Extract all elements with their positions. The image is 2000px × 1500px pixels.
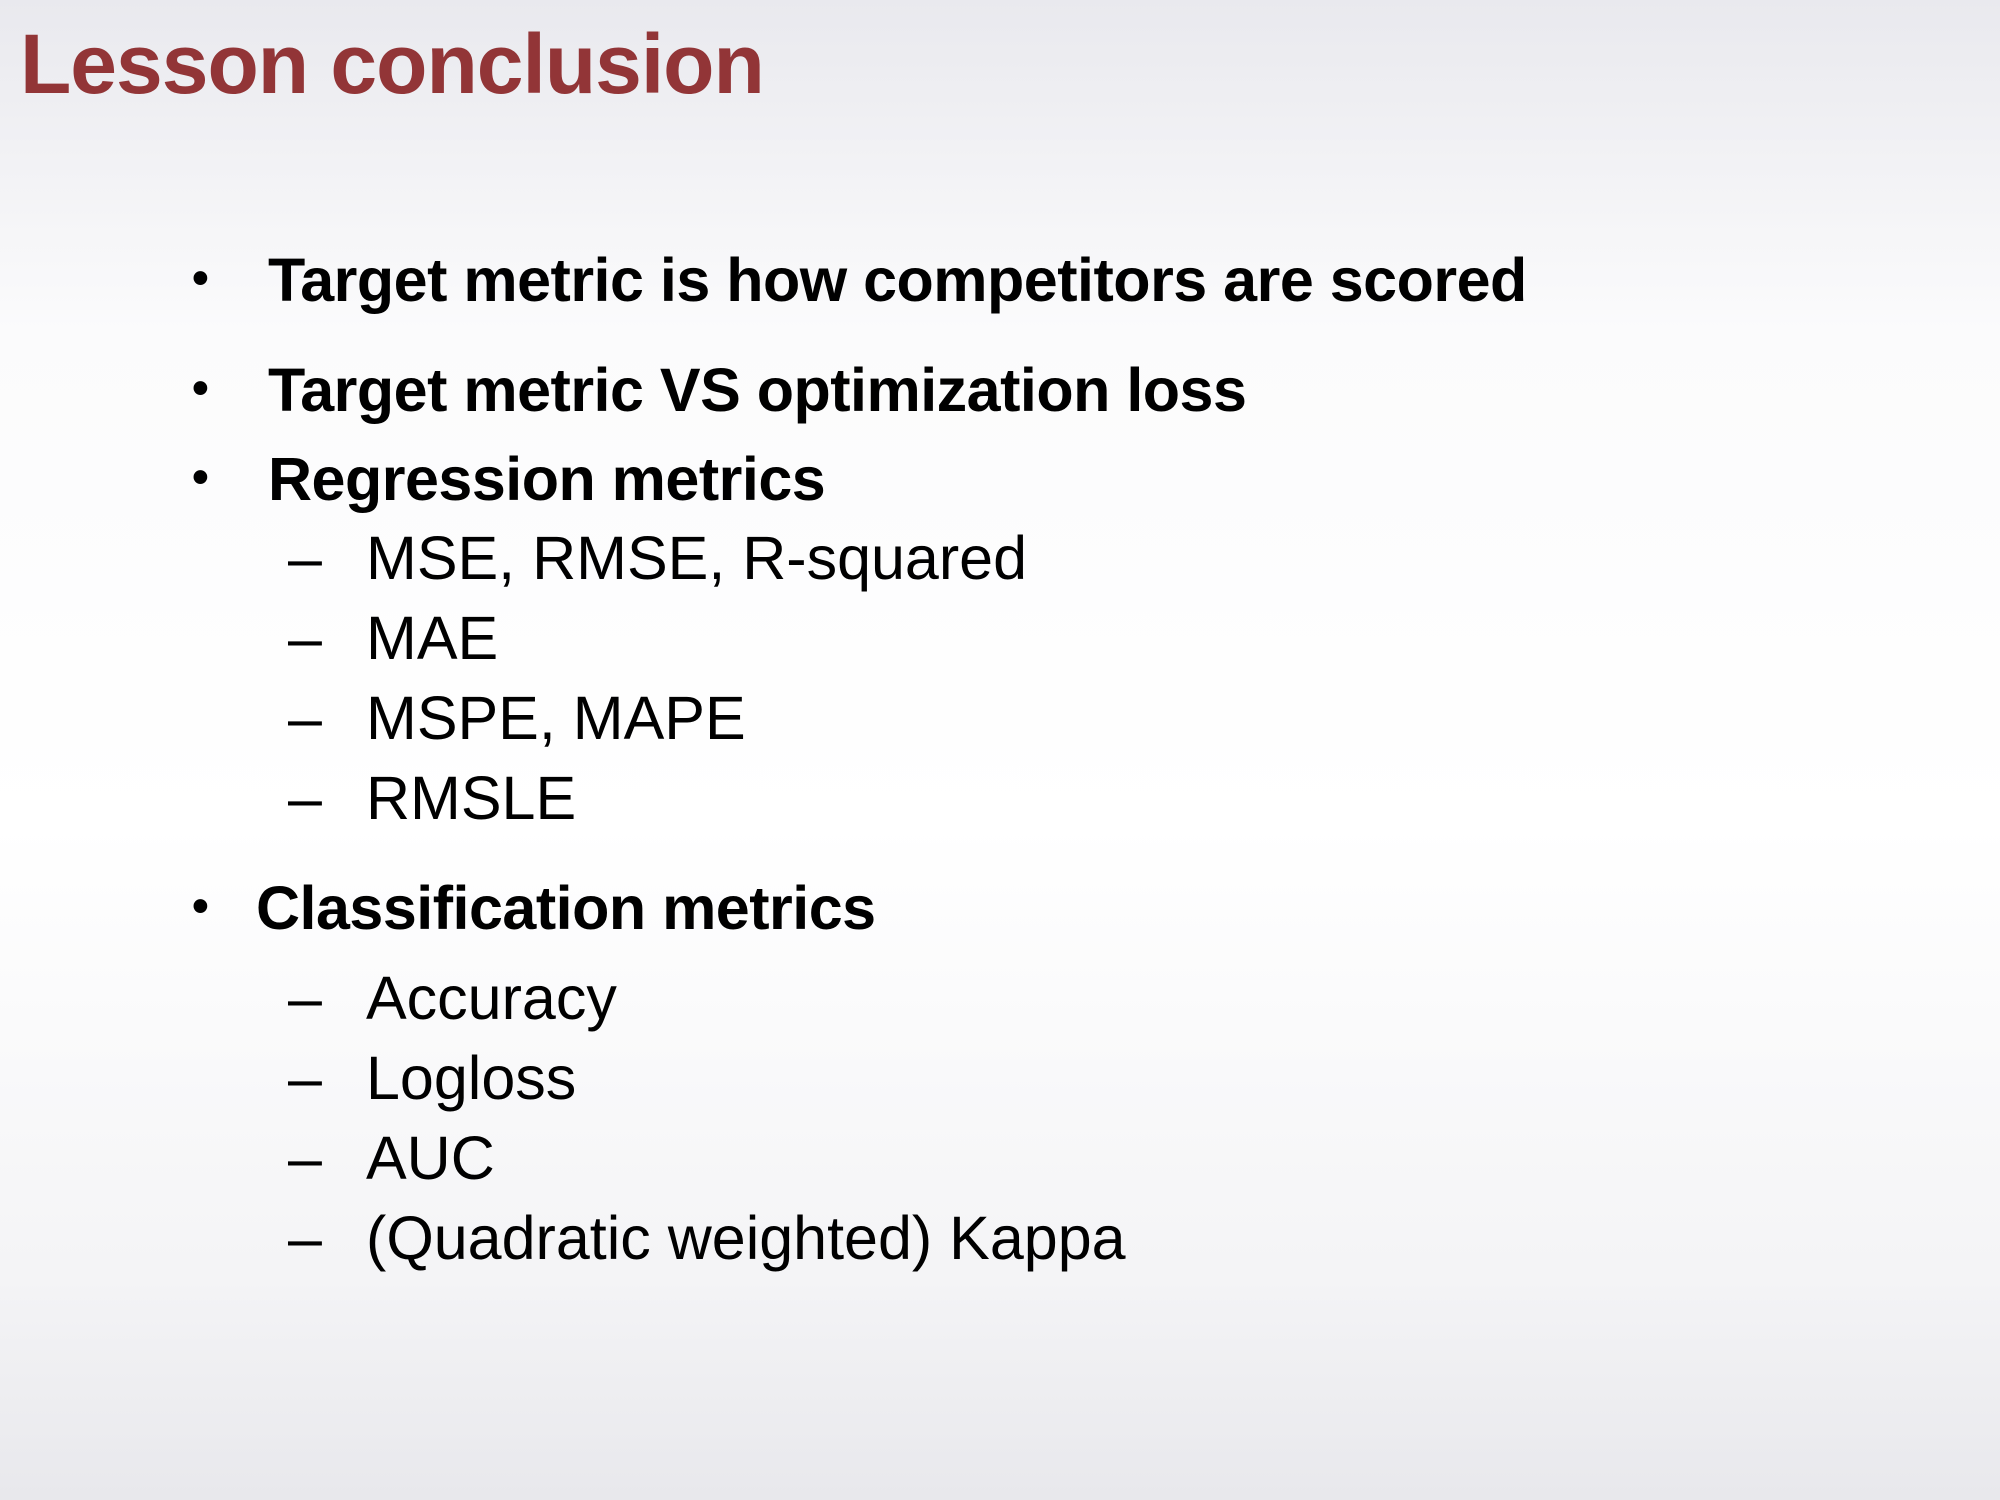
slide-title: Lesson conclusion — [20, 17, 765, 111]
dash-marker: – — [288, 1124, 322, 1192]
dash-marker: – — [288, 764, 322, 832]
bullet-marker: • — [192, 362, 209, 415]
list-item-text: AUC — [366, 1124, 495, 1192]
bullet-text: Target metric VS optimization loss — [268, 356, 1247, 424]
bullet-marker: • — [192, 252, 209, 305]
list-item-text: MSE, RMSE, R-squared — [366, 524, 1028, 592]
list-item-text: MSPE, MAPE — [366, 684, 746, 752]
list-item-text: RMSLE — [366, 764, 577, 832]
dash-marker: – — [288, 604, 322, 672]
list-item-text: Logloss — [366, 1044, 577, 1112]
dash-marker: – — [288, 1204, 322, 1272]
dash-marker: – — [288, 964, 322, 1032]
list-item-text: Accuracy — [366, 964, 617, 1032]
dash-marker: – — [288, 1044, 322, 1112]
dash-marker: – — [288, 524, 322, 592]
bullet-marker: • — [192, 880, 209, 933]
list-item-text: MAE — [366, 604, 499, 672]
dash-marker: – — [288, 684, 322, 752]
bullet-marker: • — [192, 451, 209, 504]
bullet-text: Classification metrics — [256, 874, 876, 942]
bullet-text: Regression metrics — [268, 445, 826, 513]
list-item-text: (Quadratic weighted) Kappa — [366, 1204, 1126, 1272]
bullet-text: Target metric is how competitors are sco… — [268, 246, 1527, 314]
